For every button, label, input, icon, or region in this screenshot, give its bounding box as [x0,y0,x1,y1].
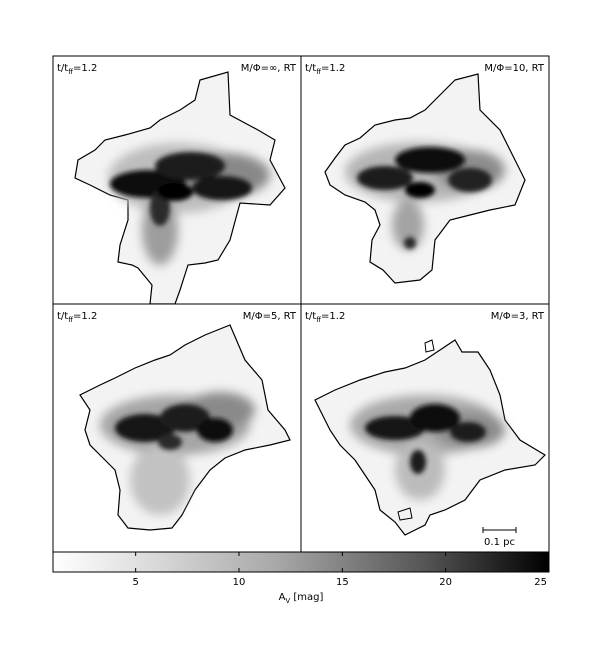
panel-top-left: t/tff=1.2 M/Φ=∞, RT [52,55,302,305]
colorbar-tick-label: 25 [534,577,547,588]
time-label-top-right: t/tff=1.2 [305,63,345,76]
cloud-map-top-right [324,73,526,284]
panel-bottom-left: t/tff=1.2 M/Φ=5, RT [52,303,302,553]
model-label-top-right: M/Φ=10, RT [484,63,545,74]
colorbar-tick-label: 15 [336,577,349,588]
cloud-map-top-left [74,71,286,304]
scale-bar: 0.1 pc [482,527,517,548]
model-label-bottom-right: M/Φ=3, RT [491,311,545,322]
colorbar-gradient [52,551,550,573]
colorbar-tick-label: 5 [132,577,138,588]
colorbar: 5 10 15 20 25 AV [mag] [52,551,550,605]
panel-top-right: t/tff=1.2 M/Φ=10, RT [300,55,550,305]
colorbar-axis-label: AV [mag] [279,592,324,605]
time-label-top-left: t/tff=1.2 [57,63,97,76]
contour-fragment-2 [424,339,435,353]
model-label-top-left: M/Φ=∞, RT [241,63,297,74]
cloud-map-bottom-left [79,324,291,531]
colorbar-ticks: 5 10 15 20 25 [132,552,550,588]
panel-bottom-right: t/tff=1.2 M/Φ=3, RT 0.1 pc [300,303,550,553]
colorbar-tick-label: 20 [439,577,452,588]
cloud-map-bottom-right [314,339,546,536]
colorbar-tick-label: 10 [233,577,246,588]
scale-bar-label: 0.1 pc [484,537,515,548]
model-label-bottom-left: M/Φ=5, RT [243,311,297,322]
time-label-bottom-right: t/tff=1.2 [305,311,345,324]
time-label-bottom-left: t/tff=1.2 [57,311,97,324]
contour-fragment-1 [397,507,413,521]
